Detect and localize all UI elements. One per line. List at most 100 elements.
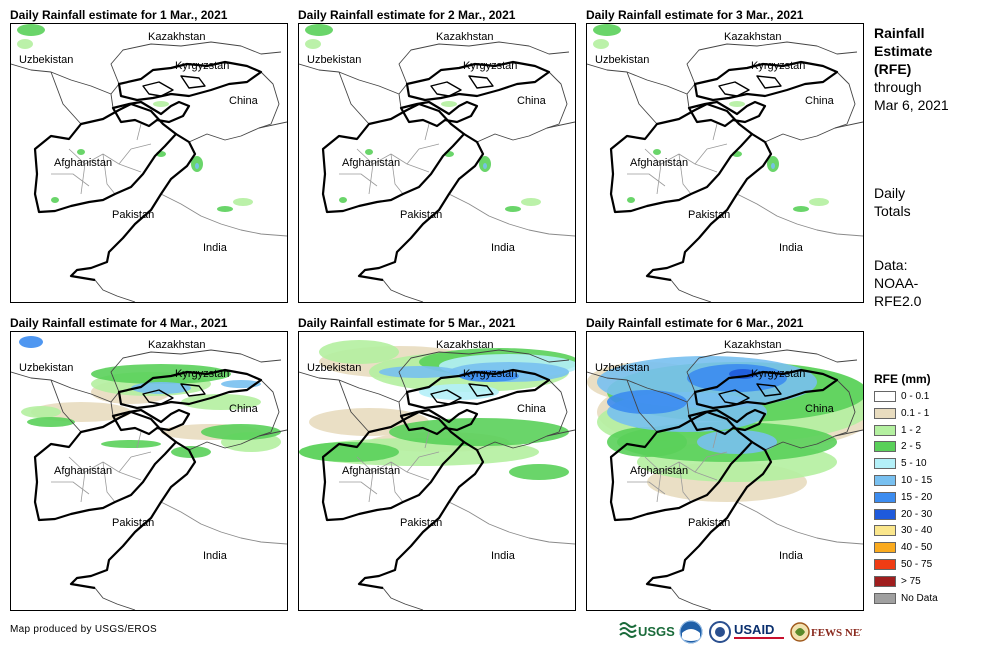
country-label-pakistan: Pakistan bbox=[112, 209, 155, 221]
afghanistan-border bbox=[33, 410, 178, 522]
rainfall-area bbox=[319, 340, 399, 364]
country-label-kyrgyzstan: Kyrgyzstan bbox=[175, 368, 230, 380]
province-borders bbox=[51, 123, 152, 195]
rainfall-area bbox=[521, 198, 541, 206]
pakistan-border bbox=[357, 441, 485, 590]
rainfall-area bbox=[131, 382, 191, 394]
country-label-uzbekistan: Uzbekistan bbox=[19, 54, 74, 66]
country-label-kazakhstan: Kazakhstan bbox=[436, 31, 494, 43]
map-svg bbox=[299, 340, 575, 610]
data-source-line3: RFE2.0 bbox=[874, 293, 922, 309]
rainfall-area bbox=[593, 39, 609, 49]
country-label-afghanistan: Afghanistan bbox=[630, 157, 689, 169]
country-label-pakistan: Pakistan bbox=[112, 517, 155, 529]
rainfall-area bbox=[607, 427, 687, 457]
legend-label: No Data bbox=[901, 592, 938, 604]
country-border bbox=[188, 121, 287, 143]
coastline bbox=[646, 583, 712, 610]
fewsnet-logo: FEWS NET bbox=[790, 619, 868, 645]
svg-text:USAID: USAID bbox=[734, 622, 774, 637]
map-svg bbox=[299, 24, 575, 302]
province-borders bbox=[627, 123, 728, 195]
country-border bbox=[476, 121, 575, 143]
rainfall-area bbox=[17, 24, 45, 36]
province-borders bbox=[339, 431, 440, 503]
map-frame: Kazakhstan Uzbekistan Kyrgyzstan China Afgha… bbox=[10, 23, 288, 303]
rainfall-area bbox=[505, 206, 521, 212]
tajikistan-border bbox=[111, 408, 191, 436]
svg-text:FEWS NET: FEWS NET bbox=[811, 627, 862, 639]
kyrgyzstan-inner-border bbox=[718, 383, 782, 405]
legend-swatch bbox=[874, 475, 896, 486]
legend-label: > 75 bbox=[901, 575, 921, 587]
rainfall-area bbox=[509, 464, 569, 480]
rainfall-area bbox=[31, 402, 131, 422]
data-source: Data: NOAA- RFE2.0 bbox=[874, 256, 921, 310]
legend-swatch bbox=[874, 407, 896, 419]
rainfall-area bbox=[809, 198, 829, 206]
country-label-kyrgyzstan: Kyrgyzstan bbox=[751, 368, 806, 380]
legend-label: 15 - 20 bbox=[901, 491, 933, 503]
country-border bbox=[160, 193, 287, 237]
country-label-uzbekistan: Uzbekistan bbox=[595, 362, 650, 374]
pakistan-border bbox=[357, 133, 485, 282]
country-border bbox=[736, 193, 863, 237]
country-label-china: China bbox=[805, 95, 834, 107]
kyrgyzstan-inner-border bbox=[430, 383, 494, 405]
map-svg bbox=[11, 24, 287, 302]
legend-label: 1 - 2 bbox=[901, 424, 922, 436]
afghanistan-border bbox=[321, 102, 466, 214]
coastline bbox=[358, 275, 424, 302]
map-svg bbox=[587, 349, 863, 610]
noaa-logo bbox=[678, 619, 704, 645]
legend-label: 0 - 0.1 bbox=[901, 391, 930, 402]
kyrgyzstan-border bbox=[693, 60, 839, 102]
legend-label: 20 - 30 bbox=[901, 508, 933, 520]
legend-swatch bbox=[874, 542, 896, 554]
rainfall-area bbox=[27, 417, 75, 427]
rainfall-area bbox=[653, 149, 661, 155]
kyrgyzstan-border bbox=[117, 368, 263, 410]
rfe-title-line1: Rainfall bbox=[874, 25, 925, 41]
country-label-afghanistan: Afghanistan bbox=[342, 157, 401, 169]
country-border bbox=[299, 63, 408, 125]
country-border bbox=[686, 41, 858, 85]
kyrgyzstan-inner-border bbox=[430, 75, 494, 97]
rainfall-area bbox=[91, 364, 231, 384]
legend-swatch bbox=[874, 508, 896, 520]
pakistan-border bbox=[645, 133, 773, 282]
country-border bbox=[110, 349, 282, 393]
kyrgyzstan-border bbox=[117, 60, 263, 102]
map-panel: Daily Rainfall estimate for 4 Mar., 2021… bbox=[10, 316, 290, 614]
legend-swatch bbox=[874, 525, 896, 537]
tajikistan-border bbox=[399, 100, 479, 128]
rainfall-area bbox=[793, 206, 809, 212]
country-label-kazakhstan: Kazakhstan bbox=[724, 339, 782, 351]
through-line1: through bbox=[874, 79, 922, 95]
country-border bbox=[764, 121, 863, 143]
afghanistan-border bbox=[609, 410, 754, 522]
rainfall-area bbox=[17, 39, 33, 49]
country-label-afghanistan: Afghanistan bbox=[630, 465, 689, 477]
panel-title: Daily Rainfall estimate for 4 Mar., 2021 bbox=[10, 316, 228, 330]
coastline bbox=[70, 583, 136, 610]
kyrgyzstan-inner-border bbox=[142, 75, 206, 97]
rainfall-area bbox=[697, 430, 777, 454]
country-label-uzbekistan: Uzbekistan bbox=[595, 54, 650, 66]
rainfall-area bbox=[379, 366, 459, 378]
tajikistan-border bbox=[687, 408, 767, 436]
country-border bbox=[834, 71, 856, 129]
map-panel: Daily Rainfall estimate for 5 Mar., 2021… bbox=[298, 316, 578, 614]
legend-swatch bbox=[874, 441, 896, 453]
country-label-india: India bbox=[779, 242, 803, 254]
afghanistan-border bbox=[33, 102, 178, 214]
through-line2: Mar 6, 2021 bbox=[874, 97, 949, 113]
country-label-pakistan: Pakistan bbox=[400, 209, 443, 221]
rainfall-area bbox=[771, 163, 775, 169]
province-borders bbox=[339, 123, 440, 195]
rainfall-area bbox=[51, 197, 59, 203]
daily-totals-line1: Daily bbox=[874, 185, 906, 201]
country-label-kyrgyzstan: Kyrgyzstan bbox=[463, 60, 518, 72]
panel-title: Daily Rainfall estimate for 3 Mar., 2021 bbox=[586, 8, 804, 22]
legend-swatch bbox=[874, 575, 896, 587]
